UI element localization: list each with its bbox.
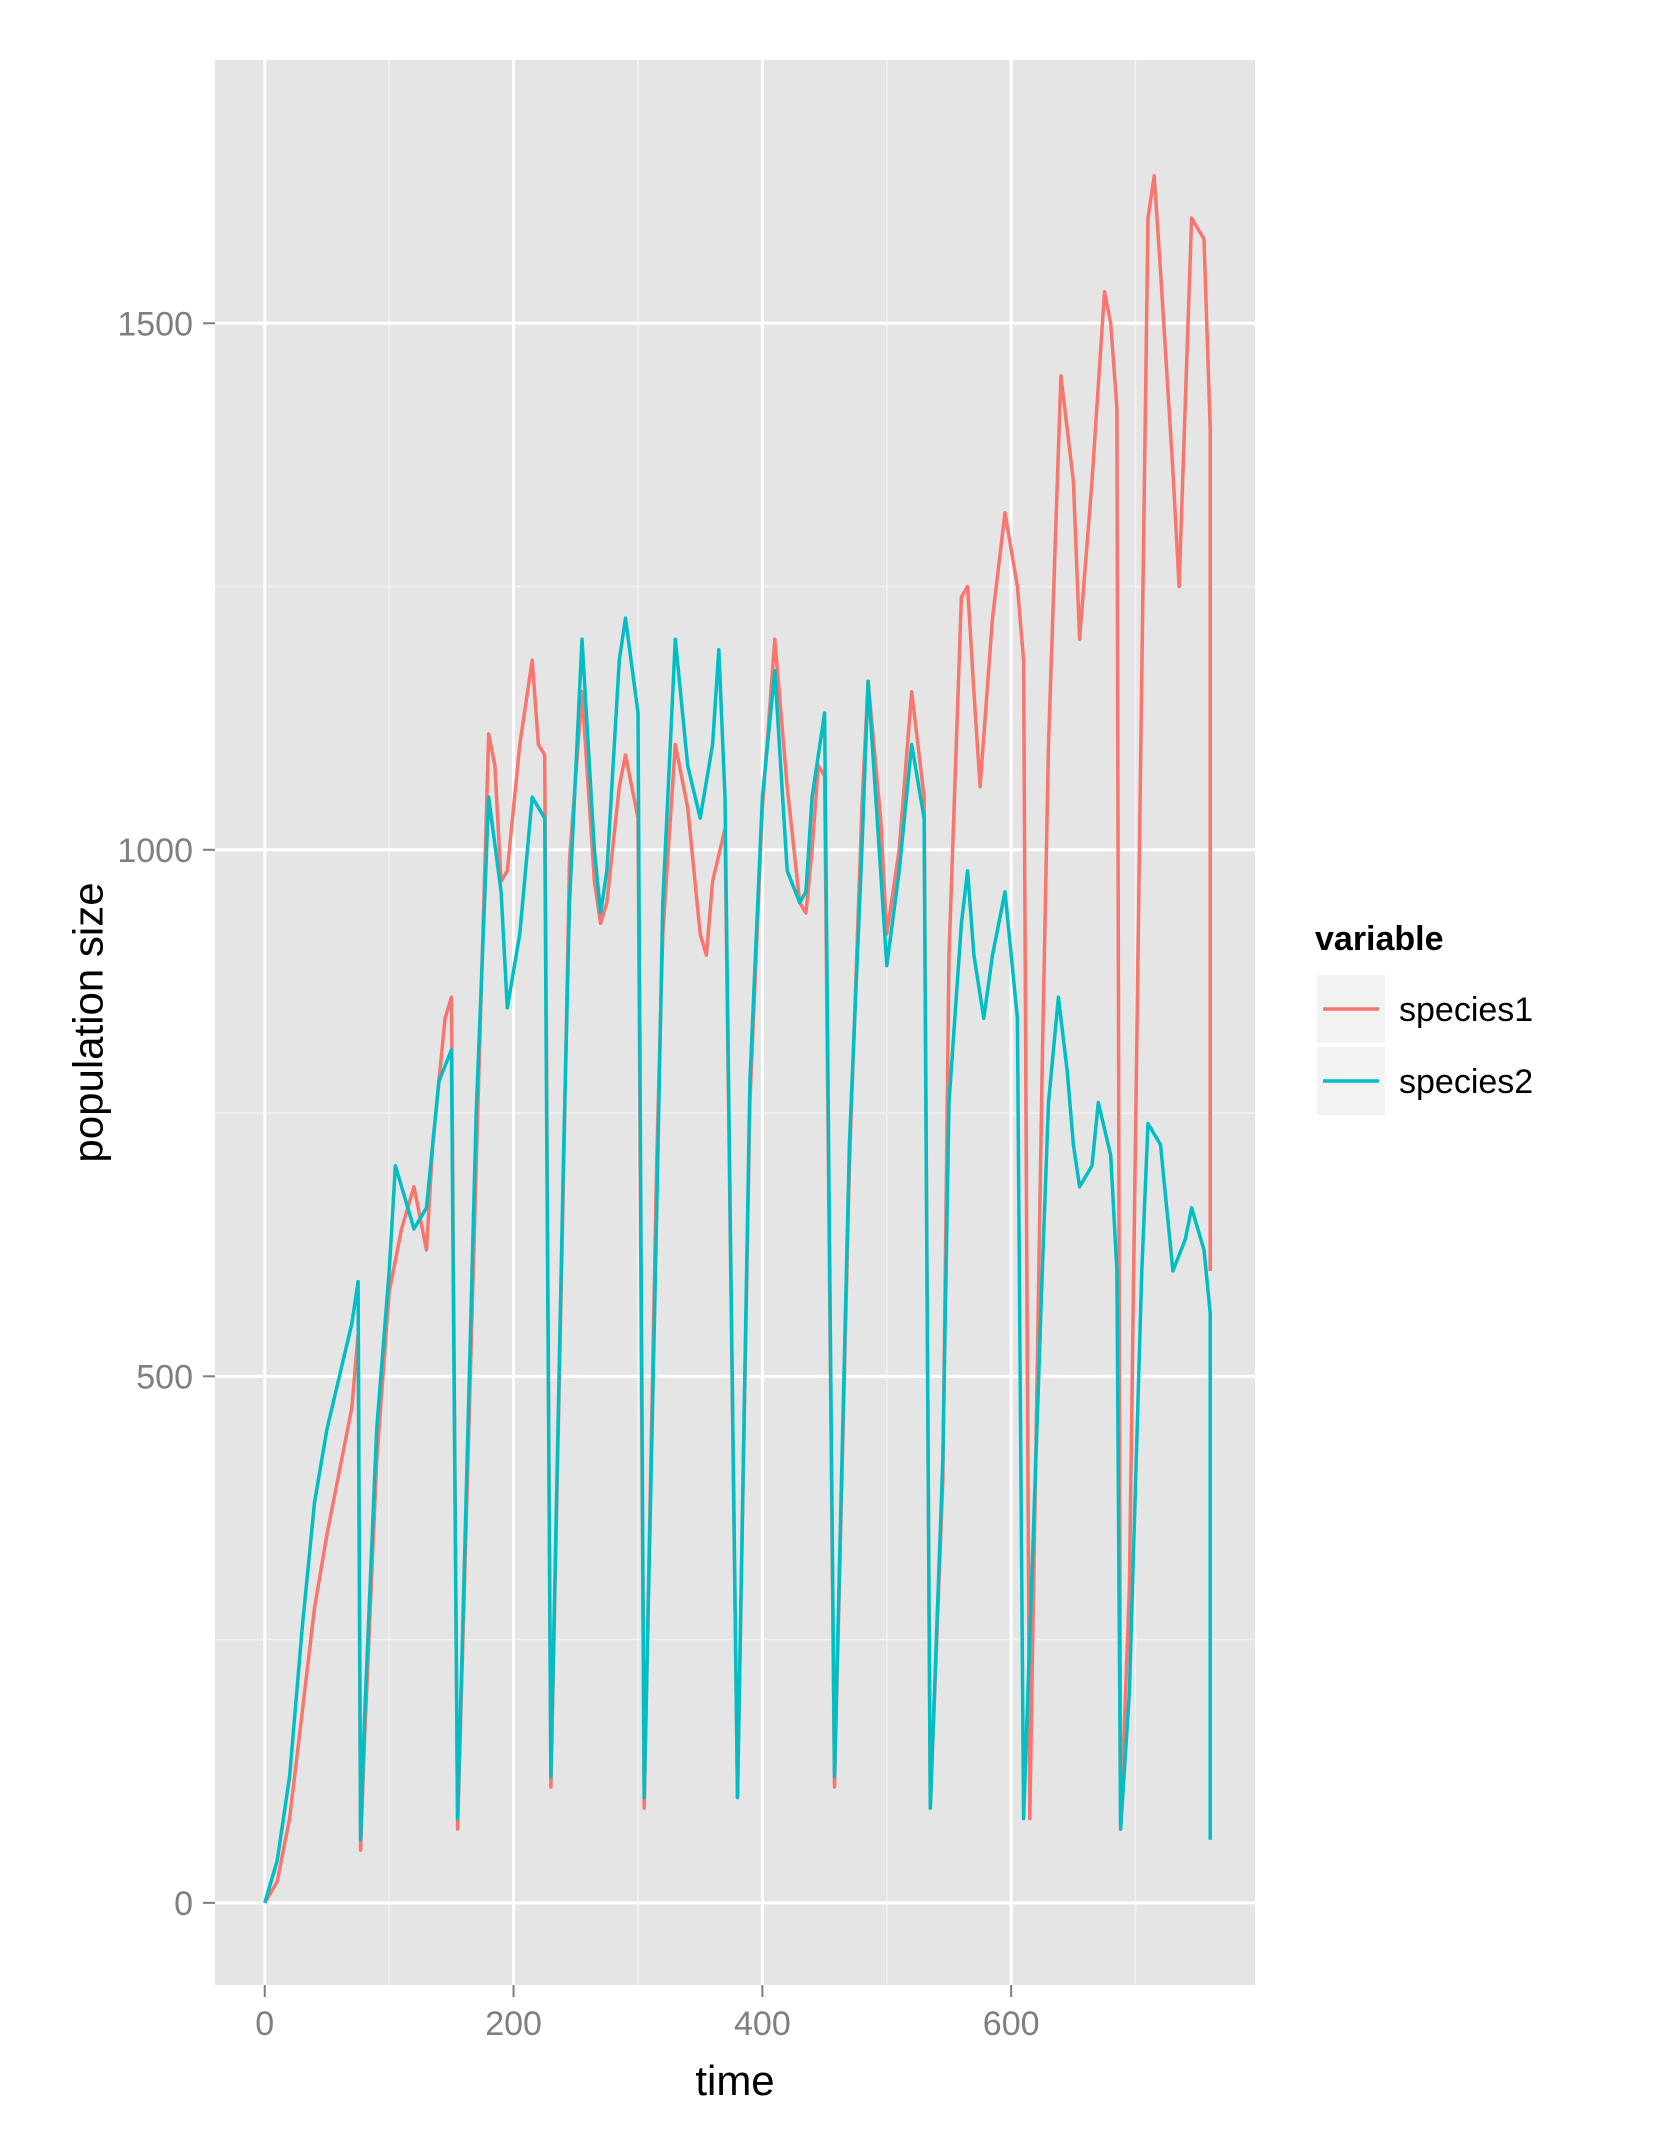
legend-label-species2: species2 <box>1399 1063 1533 1101</box>
x-tick-label: 400 <box>734 2005 791 2043</box>
series-line-species2 <box>263 616 1212 1904</box>
y-tick-label: 1000 <box>117 832 193 870</box>
x-axis-title: time <box>695 2057 774 2104</box>
major-grid <box>215 60 1255 1985</box>
x-axis-ticks: 0 200 400 600 <box>255 1985 1040 2043</box>
y-tick-label: 0 <box>174 1885 193 1923</box>
y-tick-label: 500 <box>136 1358 193 1396</box>
x-tick-label: 600 <box>983 2005 1040 2043</box>
y-axis-title: population size <box>65 882 112 1162</box>
legend-label-species1: species1 <box>1399 991 1533 1029</box>
legend-title: variable <box>1315 920 1444 958</box>
legend: variable species1 species2 <box>1315 920 1533 1115</box>
y-tick-label: 1500 <box>117 305 193 343</box>
series-layer <box>263 174 1212 1904</box>
x-tick-label: 0 <box>255 2005 274 2043</box>
x-tick-label: 200 <box>485 2005 542 2043</box>
y-axis-ticks: 0 500 1000 1500 <box>117 305 215 1923</box>
